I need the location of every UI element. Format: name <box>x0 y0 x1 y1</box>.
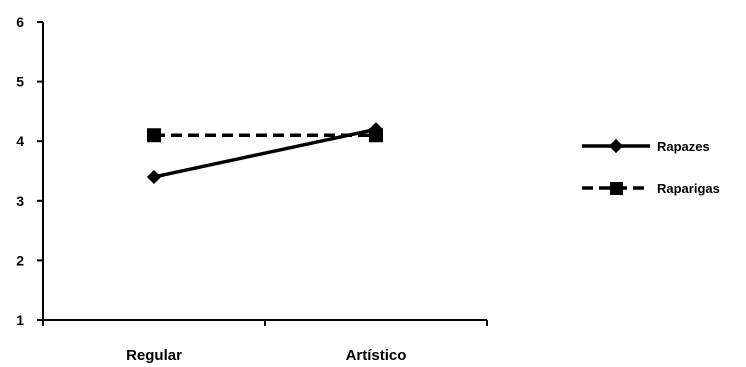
legend-label-rapazes: Rapazes <box>657 139 710 154</box>
series-markers <box>146 122 384 185</box>
series-lines <box>153 127 377 179</box>
legend-marker-rapazes <box>608 138 624 154</box>
series-line-rapazes <box>153 127 377 179</box>
data-point-raparigas <box>369 128 383 143</box>
data-point-raparigas <box>147 128 161 143</box>
data-point-rapazes <box>146 169 162 185</box>
y-tick-label: 2 <box>16 252 24 268</box>
x-category-label: Regular <box>126 347 182 364</box>
legend-item-rapazes: Rapazes <box>582 138 710 154</box>
y-tick-label: 6 <box>16 14 24 30</box>
y-tick-label: 3 <box>16 193 24 209</box>
legend-item-raparigas: Raparigas <box>582 181 720 196</box>
y-tick-label: 4 <box>16 133 24 149</box>
legend-marker-raparigas <box>610 182 623 195</box>
x-category-label: Artístico <box>346 347 407 364</box>
y-tick-label: 5 <box>16 74 24 90</box>
legend: Rapazes Raparigas <box>582 138 720 196</box>
legend-label-raparigas: Raparigas <box>657 181 720 196</box>
y-axis-ticks: 1 2 3 4 5 6 <box>16 14 43 328</box>
y-tick-label: 1 <box>16 312 24 328</box>
x-axis-ticks: Regular Artístico <box>42 320 488 364</box>
chart-axes <box>42 22 487 321</box>
